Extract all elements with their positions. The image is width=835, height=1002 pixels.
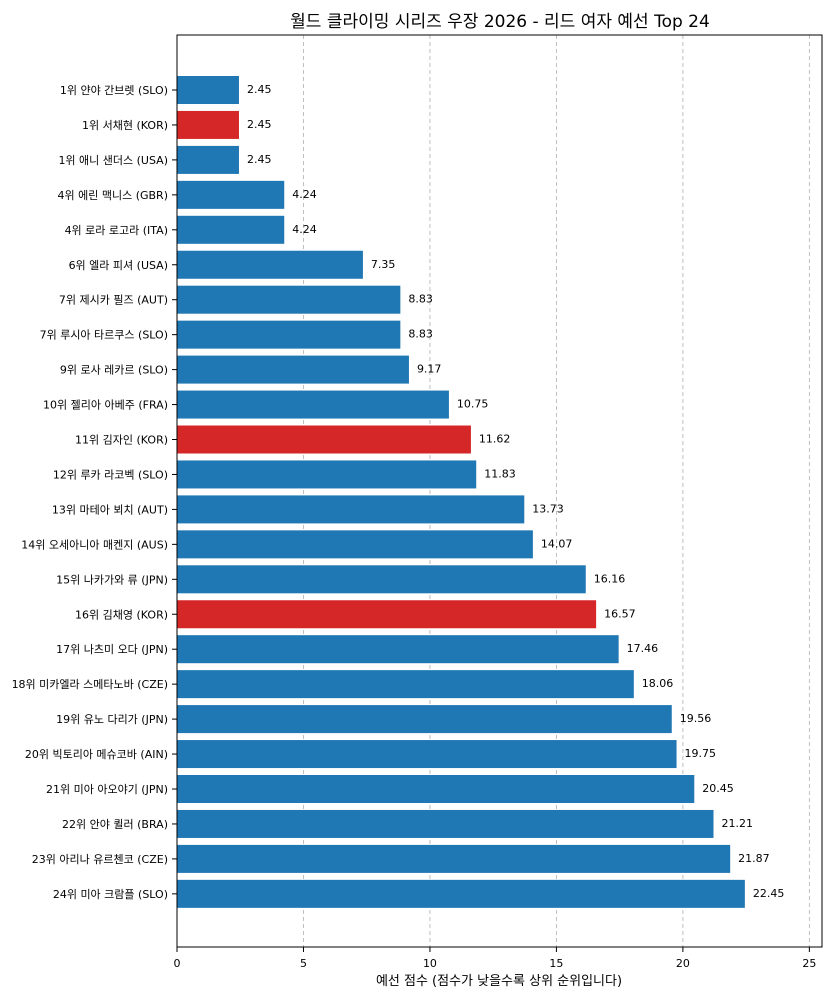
category-label: 1위 얀야 간브렛 (SLO) [60,83,168,97]
category-label: 7위 제시카 필즈 (AUT) [59,294,168,307]
category-label: 15위 나카가와 류 (JPN) [56,573,168,586]
bar [177,565,586,594]
data-label: 14.07 [541,537,573,550]
x-tick-label: 15 [549,957,563,970]
data-label: 16.57 [604,607,636,620]
x-tick-label: 5 [300,957,307,970]
bar [177,460,477,489]
bar-series [177,76,745,908]
data-label: 8.83 [408,293,433,306]
category-label: 12위 루카 라코벡 (SLO) [53,468,168,481]
data-label: 11.62 [479,433,511,446]
bar [177,635,619,664]
bar [177,844,731,873]
data-label: 4.24 [292,188,317,201]
bar [177,355,409,384]
category-label: 13위 마테아 뵈치 (AUT) [52,503,168,516]
data-label: 11.83 [484,467,515,480]
category-label: 4위 에린 맥니스 (GBR) [57,189,168,202]
bar [177,879,745,908]
bar [177,670,634,699]
category-label: 4위 로라 로고라 (ITA) [65,224,168,237]
bar [177,285,401,314]
bar [177,740,677,769]
data-label: 17.46 [627,642,659,655]
x-tick-label: 20 [676,957,690,970]
category-label: 23위 아리나 유르첸코 (CZE) [32,853,168,866]
bar [177,495,525,524]
bar [177,250,363,279]
category-label: 6위 엘라 피셔 (USA) [69,259,168,272]
category-labels: 1위 얀야 간브렛 (SLO) 1위 서채현 (KOR) 1위 애니 샌더스 (US… [12,83,168,901]
data-label: 16.16 [594,572,626,585]
category-label: 16위 김채영 (KOR) [75,608,168,621]
bar [177,775,695,803]
x-axis-title: 예선 점수 (점수가 낮을수록 상위 순위입니다) [376,974,622,989]
category-label: 17위 나츠미 오다 (JPN) [56,643,168,656]
category-label: 24위 미아 크람플 (SLO) [53,888,168,901]
bar [177,390,449,419]
data-label: 22.45 [753,887,785,900]
y-axis-ticks [172,89,177,895]
x-axis-ticks: 0 5 10 15 20 25 [174,947,816,970]
x-tick-label: 10 [423,957,437,970]
data-label: 21.87 [738,852,770,865]
value-labels: 2.45 2.45 2.45 4.24 4.24 7.35 8.83 8.83 9.17 10.7… [247,83,784,900]
bar [177,530,533,559]
data-label: 10.75 [457,398,489,411]
bar [177,705,672,734]
bar [177,180,285,209]
category-label: 7위 루시아 타르쿠스 (SLO) [40,329,168,342]
data-label: 7.35 [371,258,396,271]
data-label: 19.56 [680,712,712,725]
data-label: 20.45 [702,782,734,795]
category-label: 1위 애니 샌더스 (USA) [58,154,168,167]
bar [177,215,285,244]
data-label: 21.21 [721,817,753,830]
category-label: 14위 오세아니아 매켄지 (AUS) [21,538,168,551]
category-label: 19위 유노 다리가 (JPN) [56,713,168,726]
bar [177,320,401,349]
bar [177,809,714,838]
data-label: 2.45 [247,118,272,131]
data-label: 4.24 [292,223,317,236]
category-label: 11위 김자인 (KOR) [75,434,168,447]
category-label: 9위 로사 레카르 (SLO) [60,364,168,377]
bar [177,145,239,174]
bar-highlighted [177,425,471,454]
category-label: 22위 안야 퀼러 (BRA) [62,818,168,831]
data-label: 2.45 [247,83,272,96]
plot-frame [176,34,823,948]
bar-highlighted [177,110,239,139]
data-label: 2.45 [247,153,272,166]
x-tick-label: 0 [174,957,181,970]
x-tick-label: 25 [802,957,816,970]
data-label: 13.73 [532,502,564,515]
category-label: 21위 미아 아오야기 (JPN) [46,783,168,796]
category-label: 10위 젤리아 아베주 (FRA) [43,399,168,412]
category-label: 20위 빅토리아 메슈코바 (AIN) [25,748,168,761]
bar-highlighted [177,600,597,629]
category-label: 18위 미카엘라 스메타노바 (CZE) [12,678,168,691]
data-label: 19.75 [685,747,717,760]
data-label: 9.17 [417,363,442,376]
bar [177,76,239,104]
data-label: 8.83 [408,328,433,341]
category-label: 1위 서채현 (KOR) [82,119,168,132]
data-label: 18.06 [642,677,674,690]
chart-title: 월드 클라이밍 시리즈 우장 2026 - 리드 여자 예선 Top 24 [290,12,710,32]
